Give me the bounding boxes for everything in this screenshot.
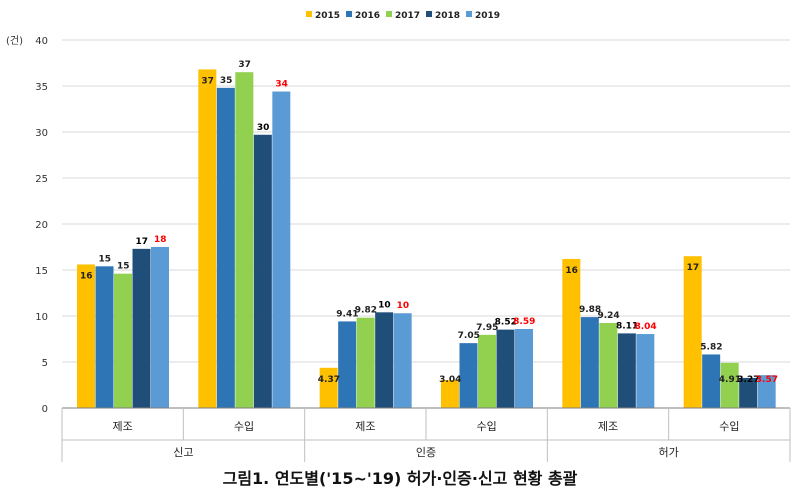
- x-tick-label: 제조: [598, 420, 618, 433]
- data-label-2016-3: 9.41: [336, 309, 358, 319]
- bar-2019-4: [515, 328, 533, 408]
- bar-2017-5: [599, 322, 618, 408]
- legend-label-2018: 2018: [435, 11, 460, 21]
- bar-2016-5: [580, 317, 599, 408]
- x-tick-label: 수입: [477, 420, 497, 433]
- x-tick-label: 제조: [355, 420, 375, 433]
- bar-2017-2: [235, 72, 254, 408]
- y-tick-label: 10: [35, 312, 48, 323]
- bar-2015-4: [441, 380, 459, 408]
- legend: 2015 2016 2017 2018 2019: [306, 11, 500, 21]
- y-tick-label: 5: [42, 358, 48, 369]
- bar-2016-6: [702, 354, 721, 408]
- y-tick-label: 40: [35, 36, 48, 47]
- legend-swatch-2019: [466, 11, 472, 17]
- bar-2016-4: [459, 343, 478, 408]
- legend-label-2016: 2016: [355, 11, 380, 21]
- data-label-2019-1: 18: [154, 235, 167, 245]
- data-label-2015-5: 16: [565, 266, 578, 276]
- bar-2015-3: [319, 367, 338, 408]
- bar-2018-2: [253, 134, 272, 408]
- y-tick-label: 0: [42, 404, 48, 415]
- bar-2015-1: [77, 264, 95, 408]
- bar-2015-2: [198, 69, 217, 408]
- bar-2019-3: [393, 313, 412, 408]
- data-label-2018-5: 8.11: [616, 321, 638, 331]
- bar-2019-2: [272, 91, 291, 409]
- x-tick-label: 수입: [234, 420, 254, 433]
- bar-2019-5: [636, 334, 655, 408]
- data-label-2019-4: 8.59: [513, 317, 535, 327]
- legend-label-2015: 2015: [315, 11, 340, 21]
- legend-swatch-2016: [346, 11, 352, 17]
- x-group-label: 인증: [416, 446, 436, 459]
- data-label-2017-6: 4.91: [719, 375, 741, 385]
- data-label-2018-3: 10: [378, 300, 391, 310]
- data-label-2018-2: 30: [257, 123, 270, 133]
- figure-caption: 그림1. 연도별('15~'19) 허가·인증·신고 현황 총괄: [223, 469, 578, 488]
- gridlines: [62, 39, 790, 409]
- y-tick-label: 35: [35, 82, 48, 93]
- bar-2017-4: [478, 334, 496, 408]
- data-label-2017-5: 9.24: [597, 311, 619, 321]
- x-tick-label: 제조: [113, 420, 133, 433]
- x-group-label: 허가: [659, 446, 679, 459]
- y-tick-label: 30: [35, 128, 48, 139]
- legend-swatch-2018: [426, 11, 432, 17]
- bar-2018-5: [617, 333, 636, 408]
- data-label-2019-5: 8.04: [634, 322, 656, 332]
- data-label-2015-2: 37: [201, 76, 214, 86]
- legend-label-2019: 2019: [475, 11, 500, 21]
- bars: [77, 69, 776, 409]
- data-label-2017-3: 9.82: [355, 306, 377, 316]
- data-label-2016-1: 15: [98, 254, 111, 264]
- legend-label-2017: 2017: [395, 11, 420, 21]
- bar-2019-1: [151, 247, 169, 408]
- data-label-2018-1: 17: [135, 237, 148, 247]
- bar-2016-1: [95, 266, 114, 408]
- bar-2018-4: [496, 329, 515, 408]
- bar-2015-5: [562, 258, 581, 408]
- data-label-2017-2: 37: [238, 60, 251, 70]
- bar-2017-3: [356, 317, 375, 408]
- bar-2019-6: [757, 375, 776, 408]
- y-tick-label: 25: [35, 174, 48, 185]
- data-label-2015-3: 4.37: [318, 375, 340, 385]
- bar-2016-3: [338, 321, 357, 408]
- bar-2018-1: [132, 248, 151, 408]
- data-label-2015-6: 17: [687, 263, 700, 273]
- data-label-2016-2: 35: [220, 76, 233, 86]
- bar-2015-6: [683, 256, 702, 408]
- legend-swatch-2015: [306, 11, 312, 17]
- bar-2016-2: [216, 87, 235, 408]
- data-label-2016-5: 9.88: [579, 305, 601, 315]
- bar-2018-3: [375, 312, 394, 408]
- data-label-2015-1: 16: [80, 271, 93, 281]
- data-label-2019-3: 10: [397, 301, 410, 311]
- data-label-2016-6: 5.82: [700, 342, 722, 352]
- data-label-2019-6: 3.57: [756, 375, 778, 385]
- x-group-label: 신고: [173, 446, 193, 459]
- legend-swatch-2017: [386, 11, 392, 17]
- y-axis-unit-label: (건): [6, 35, 23, 47]
- data-label-2018-4: 8.52: [495, 318, 517, 328]
- bar-2018-6: [739, 377, 758, 408]
- bar-2017-1: [114, 273, 132, 408]
- y-tick-label: 15: [35, 266, 48, 277]
- data-label-2015-4: 3.04: [439, 375, 461, 385]
- bar-2017-6: [720, 362, 739, 408]
- y-tick-label: 20: [35, 220, 48, 231]
- data-label-2017-4: 7.95: [476, 323, 498, 333]
- data-label-2019-2: 34: [275, 80, 288, 90]
- x-tick-label: 수입: [719, 420, 739, 433]
- data-label-2018-6: 3.27: [737, 375, 759, 385]
- data-label-2017-1: 15: [117, 262, 130, 272]
- y-axis-ticks: 0 5 10 15 20 25 30 35 40: [35, 36, 48, 415]
- data-label-2016-4: 7.05: [458, 331, 480, 341]
